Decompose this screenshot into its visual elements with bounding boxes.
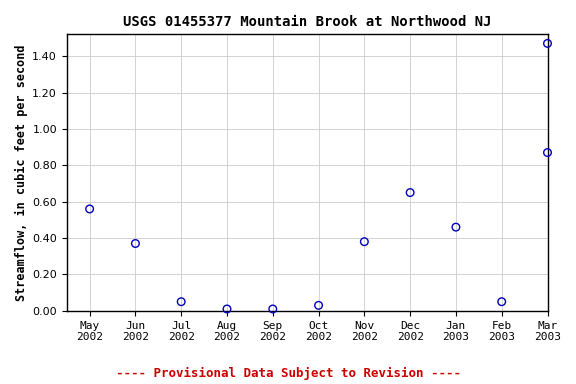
- Point: [406, 189, 415, 195]
- Point: [543, 40, 552, 46]
- Point: [314, 302, 323, 308]
- Point: [497, 299, 506, 305]
- Point: [85, 206, 94, 212]
- Title: USGS 01455377 Mountain Brook at Northwood NJ: USGS 01455377 Mountain Brook at Northwoo…: [123, 15, 491, 29]
- Point: [360, 238, 369, 245]
- Point: [268, 306, 278, 312]
- Point: [131, 240, 140, 247]
- Point: [543, 149, 552, 156]
- Text: ---- Provisional Data Subject to Revision ----: ---- Provisional Data Subject to Revisio…: [116, 367, 460, 380]
- Point: [177, 299, 186, 305]
- Point: [222, 306, 232, 312]
- Y-axis label: Streamflow, in cubic feet per second: Streamflow, in cubic feet per second: [15, 44, 28, 301]
- Point: [452, 224, 461, 230]
